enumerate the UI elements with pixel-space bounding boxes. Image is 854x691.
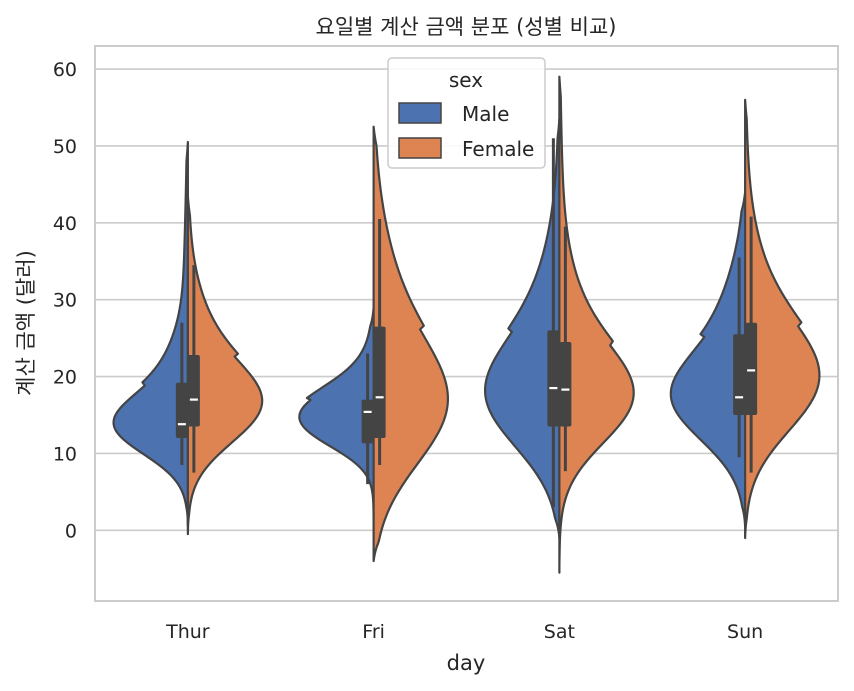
iqr-box-female-sun — [745, 322, 758, 415]
violin-female-sat — [558, 75, 635, 574]
violin-male-thur — [112, 140, 189, 528]
violins — [112, 75, 821, 574]
violin-female-fri — [372, 125, 450, 563]
y-tick-label-0: 0 — [65, 520, 77, 542]
iqr-box-male-thur — [175, 382, 188, 439]
iqr-box-male-sat — [547, 330, 560, 427]
iqr-box-female-sat — [559, 341, 572, 427]
legend: sex Male Female — [387, 57, 546, 169]
legend-title: sex — [449, 68, 483, 92]
y-tick-label-60: 60 — [53, 59, 77, 81]
x-tick-labels: Thur Fri Sat Sun — [165, 621, 763, 643]
y-tick-label-20: 20 — [53, 367, 77, 389]
legend-label-female: Female — [462, 137, 534, 161]
y-tick-label-50: 50 — [53, 136, 77, 158]
chart-title: 요일별 계산 금액 분포 (성별 비교) — [316, 15, 617, 39]
x-tick-label-fri: Fri — [362, 621, 385, 643]
y-tick-label-40: 40 — [53, 213, 77, 235]
violin-female-thur — [186, 194, 264, 536]
y-axis-label: 계산 금액 (달러) — [14, 250, 38, 396]
y-tick-labels: 0 10 20 30 40 50 60 — [53, 59, 77, 542]
inner-boxes — [175, 138, 758, 508]
y-tick-label-30: 30 — [53, 290, 77, 312]
x-tick-label-sat: Sat — [544, 621, 575, 643]
x-tick-label-thur: Thur — [165, 621, 210, 643]
iqr-box-female-fri — [373, 326, 386, 439]
violin-male-sun — [669, 190, 747, 528]
violin-female-sun — [744, 98, 821, 540]
legend-label-male: Male — [462, 102, 509, 126]
legend-swatch-male — [398, 102, 442, 124]
x-tick-label-sun: Sun — [727, 621, 763, 643]
iqr-box-male-sun — [733, 334, 746, 415]
y-tick-label-10: 10 — [53, 443, 77, 465]
x-axis-label: day — [447, 651, 486, 675]
iqr-box-female-thur — [187, 355, 200, 427]
iqr-box-male-fri — [361, 399, 374, 444]
legend-swatch-female — [398, 137, 442, 159]
